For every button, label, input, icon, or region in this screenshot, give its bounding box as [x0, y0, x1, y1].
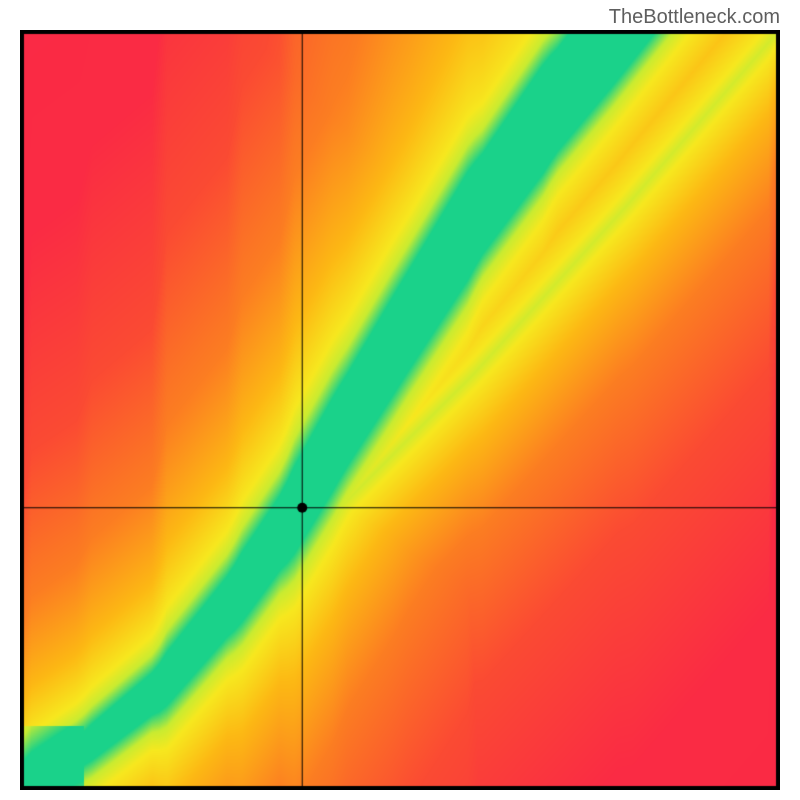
attribution-text: TheBottleneck.com	[609, 6, 780, 29]
bottleneck-heatmap	[20, 30, 780, 790]
